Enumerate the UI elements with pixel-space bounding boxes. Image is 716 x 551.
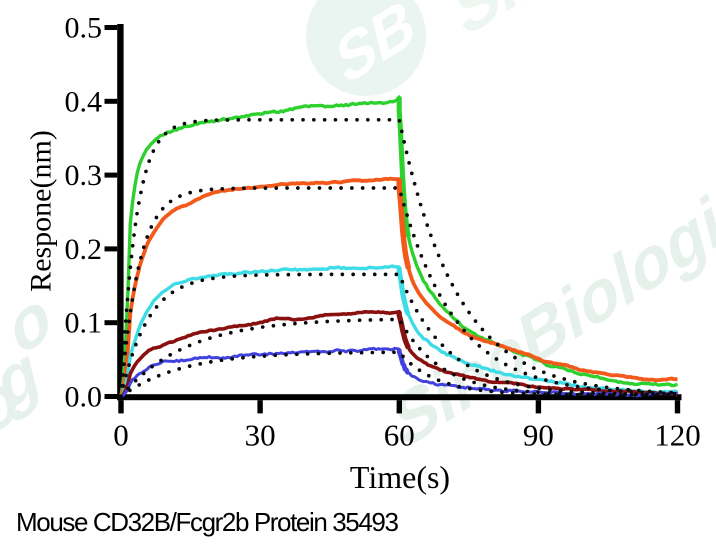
svg-text:0.4: 0.4 — [65, 85, 103, 118]
svg-text:60: 60 — [384, 418, 415, 453]
svg-text:120: 120 — [654, 418, 701, 453]
svg-text:Respone(nm): Respone(nm) — [25, 130, 58, 292]
svg-text:30: 30 — [245, 418, 276, 453]
svg-text:0.5: 0.5 — [65, 12, 103, 45]
svg-text:90: 90 — [523, 418, 554, 453]
svg-text:0.2: 0.2 — [65, 233, 103, 266]
svg-text:0: 0 — [113, 418, 129, 453]
svg-text:Time(s): Time(s) — [350, 459, 450, 495]
svg-text:0.1: 0.1 — [65, 307, 103, 340]
svg-text:0.3: 0.3 — [65, 159, 103, 192]
svg-text:0.0: 0.0 — [65, 381, 103, 414]
